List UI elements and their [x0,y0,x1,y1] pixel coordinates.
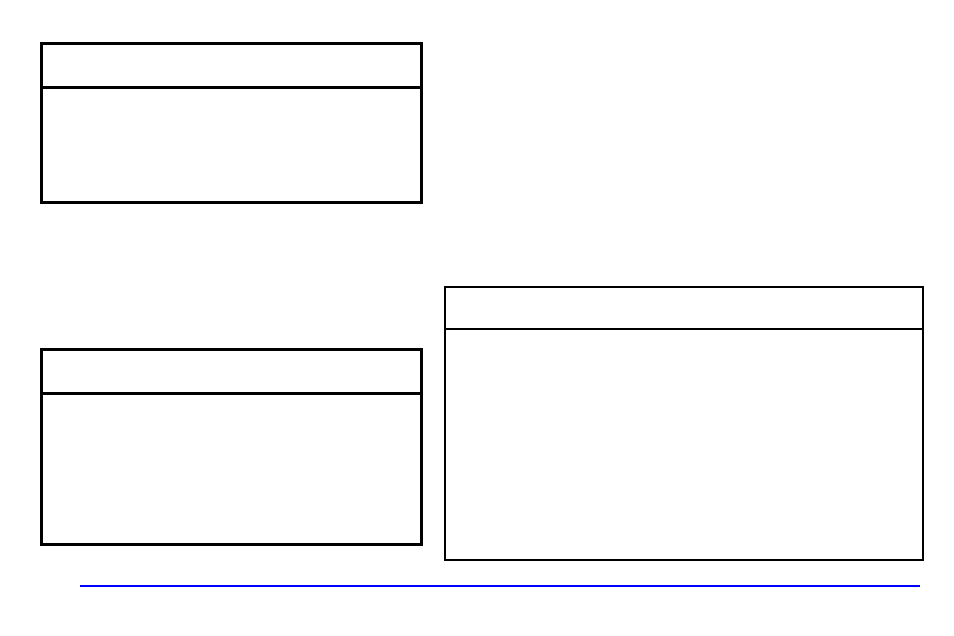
box-bottom-left-header [43,351,420,395]
horizontal-rule [80,585,920,587]
box-right-header [446,288,922,330]
box-bottom-left [40,348,423,546]
box-top-left-header [43,45,420,89]
box-right [444,286,924,561]
box-top-left [40,42,423,204]
